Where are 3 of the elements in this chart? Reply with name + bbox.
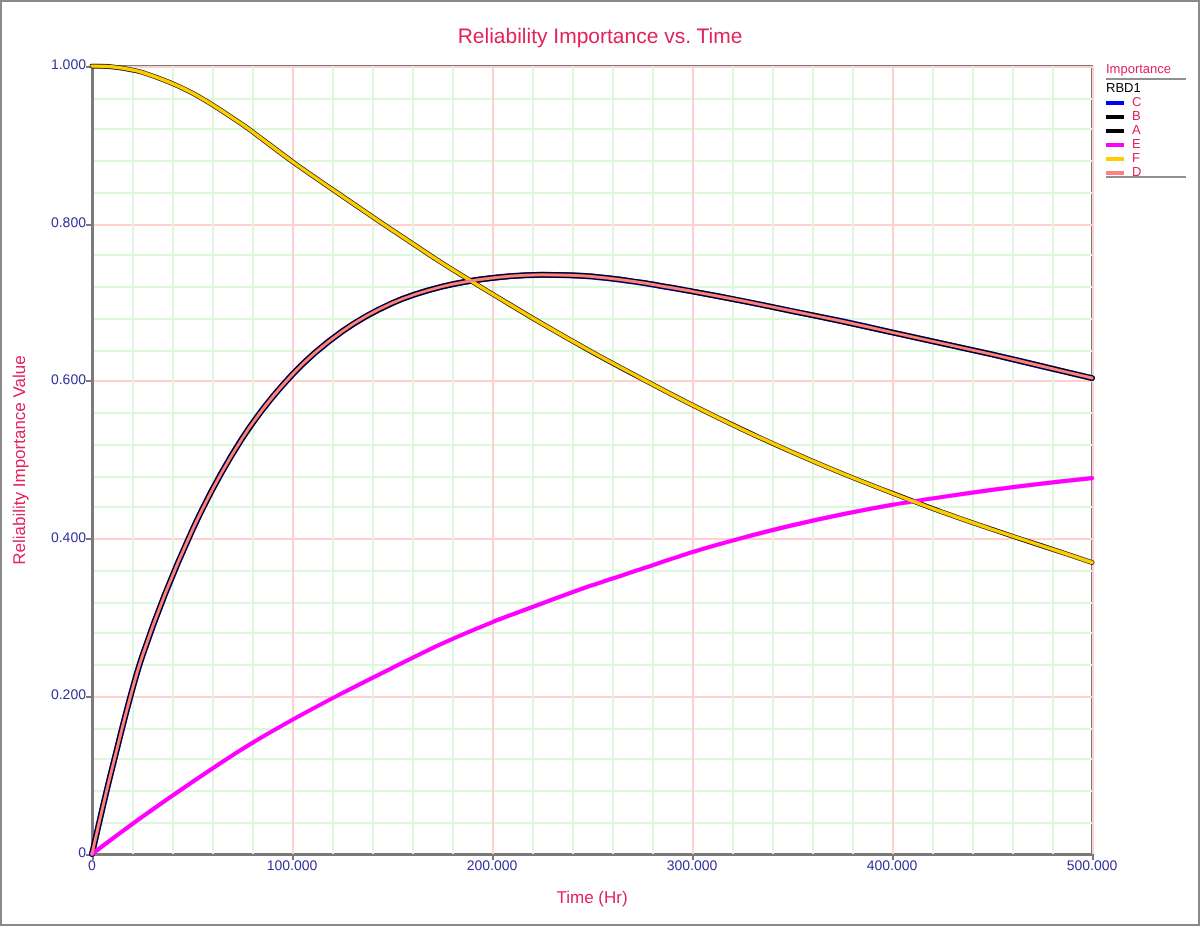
x-axis-title: Time (Hr) (556, 887, 628, 907)
chart-title: Reliability Importance vs. Time (457, 25, 743, 49)
y-axis-title: Reliability Importance Value (9, 354, 29, 565)
